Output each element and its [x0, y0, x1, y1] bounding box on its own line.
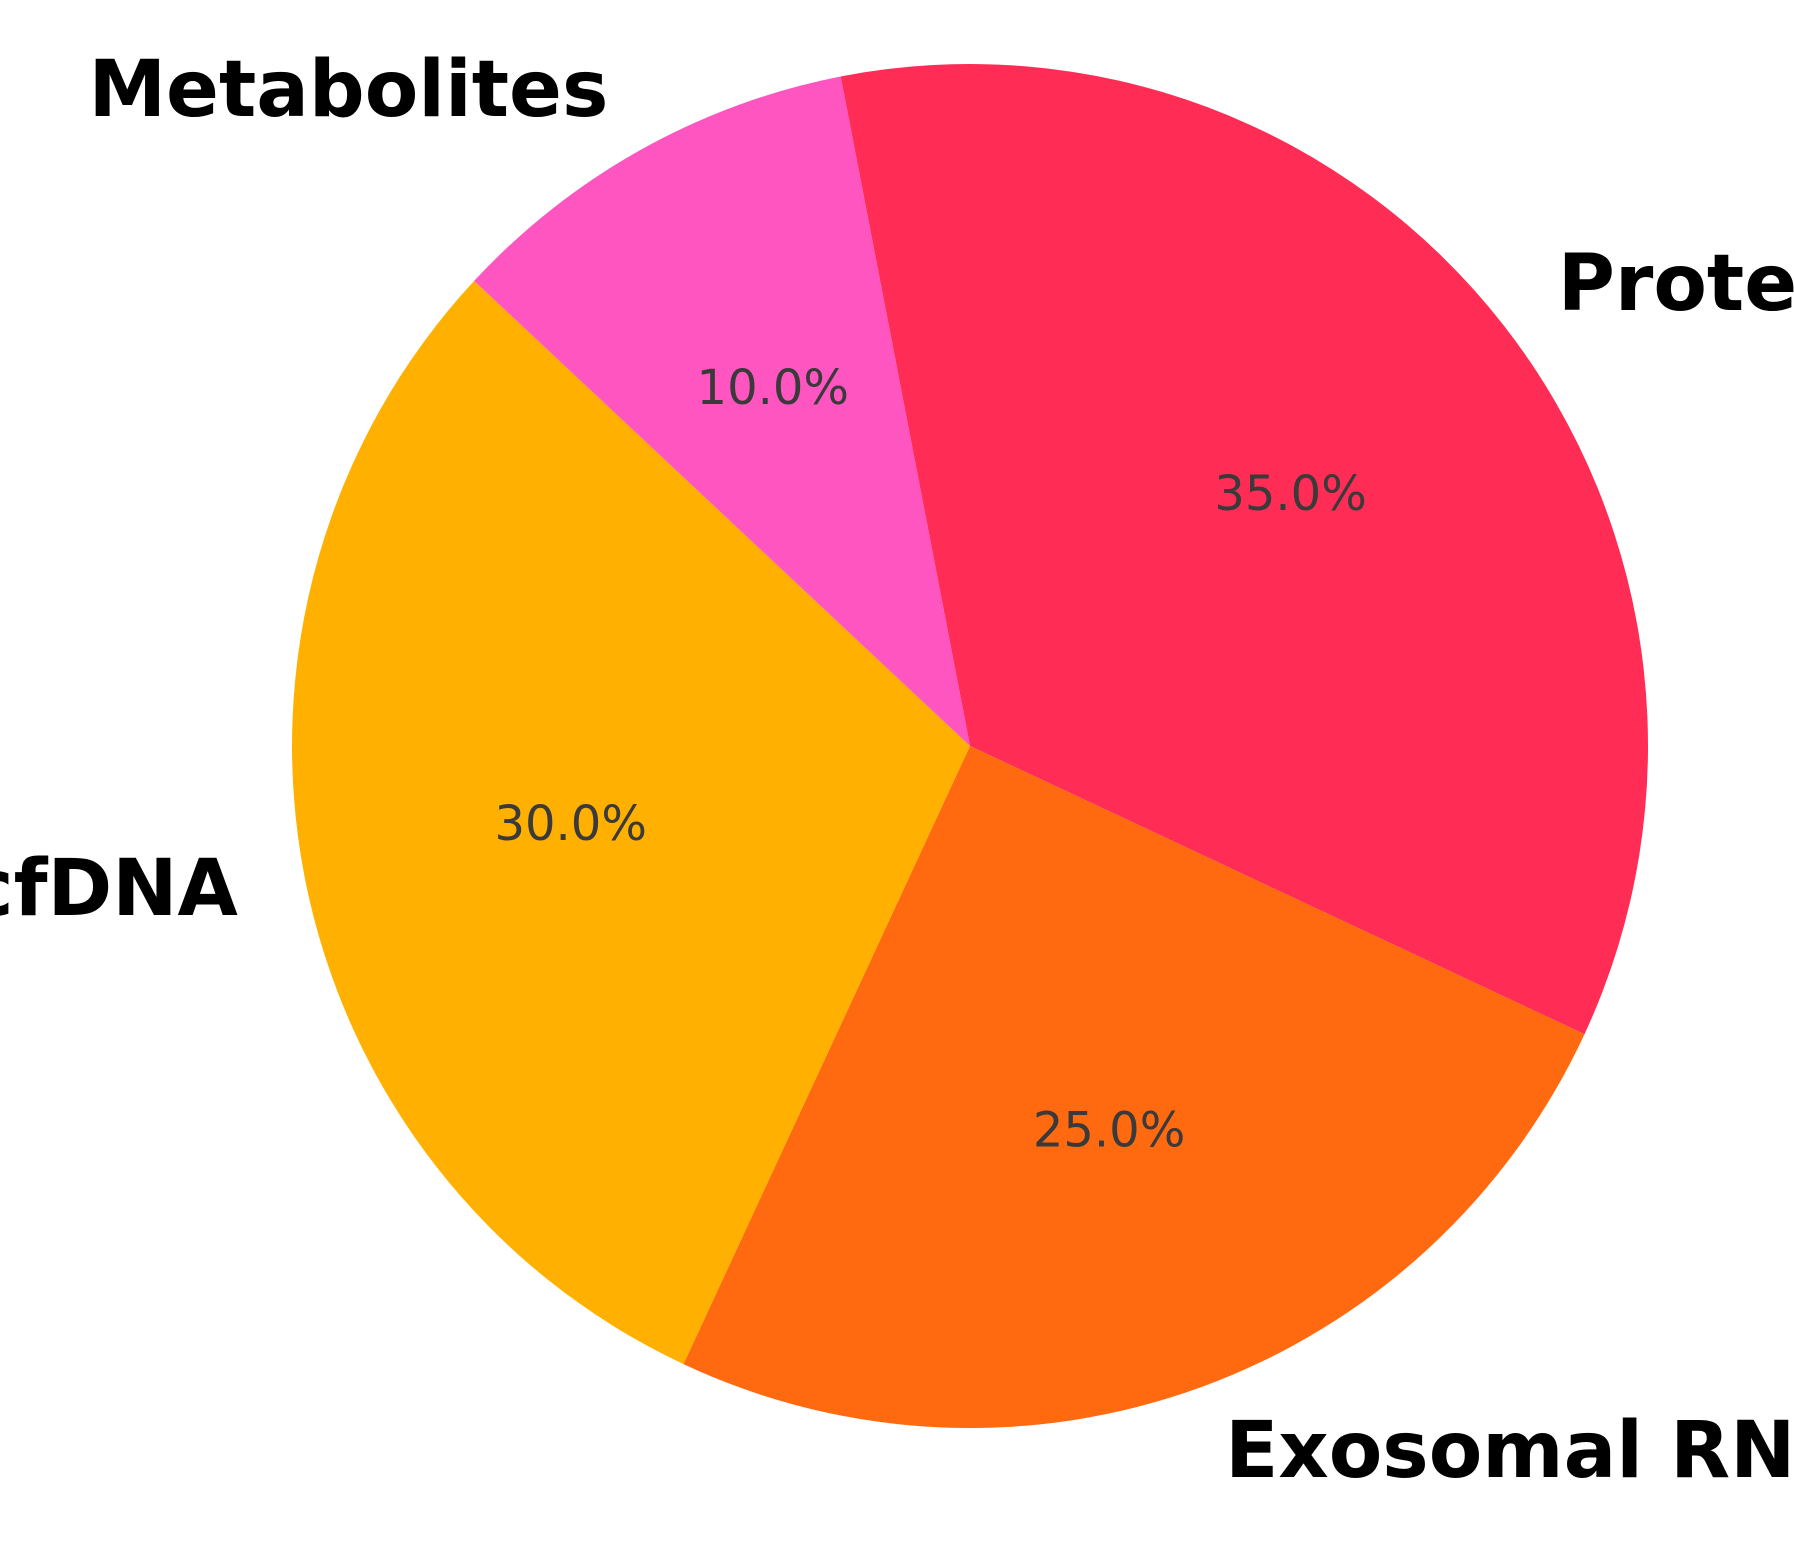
category-label-exosomal-rna: Exosomal RNA [1225, 1406, 1794, 1496]
category-label-metabolites: Metabolites [88, 45, 608, 135]
percentage-label-metabolites: 10.0% [697, 360, 849, 416]
pie-slice-exosomal-rna [683, 746, 1585, 1429]
percentage-label-proteins: 35.0% [1214, 466, 1366, 522]
pie-slice-proteins [840, 63, 1649, 1035]
category-label-proteins: Proteins [1558, 239, 1794, 329]
pie-slices [292, 63, 1649, 1429]
category-labels: Proteins Exosomal RNA cfDNA Metabolites [0, 45, 1794, 1496]
percentage-labels: 35.0% 25.0% 30.0% 10.0% [494, 360, 1366, 1158]
percentage-label-exosomal-rna: 25.0% [1033, 1103, 1185, 1159]
category-label-cfdna: cfDNA [0, 844, 238, 934]
pie-slice-cfdna [292, 280, 970, 1365]
percentage-label-cfdna: 30.0% [494, 796, 646, 852]
pie-slice-metabolites [474, 76, 970, 746]
